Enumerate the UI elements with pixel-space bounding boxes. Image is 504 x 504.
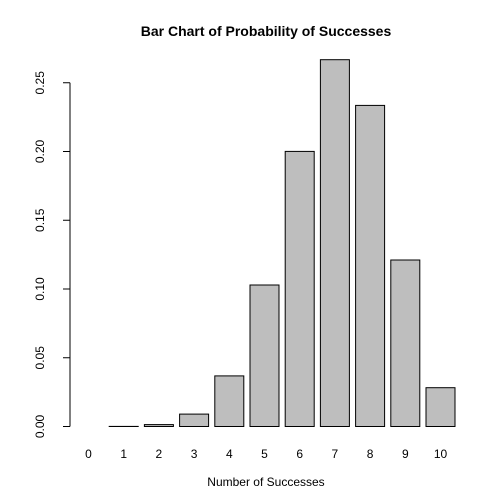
bar-6 — [284, 150, 315, 427]
y-axis: 0.00 0.05 0.10 0.15 0.20 0.25 — [33, 71, 71, 438]
y-tick-label-0.05: 0.05 — [33, 346, 47, 370]
y-tick-label-0.00: 0.00 — [33, 414, 47, 438]
bar-3 — [179, 413, 210, 428]
x-tick-label-3: 3 — [191, 447, 198, 461]
y-tick-label-0.25: 0.25 — [33, 71, 47, 95]
x-axis-label: Number of Successes — [207, 475, 324, 489]
x-tick-label-9: 9 — [402, 447, 409, 461]
x-tick-label-10: 10 — [434, 447, 448, 461]
x-tick-label-8: 8 — [367, 447, 374, 461]
bar-7 — [319, 59, 350, 427]
x-tick-label-4: 4 — [226, 447, 233, 461]
y-tick-label-0.10: 0.10 — [33, 277, 47, 301]
x-tick-label-7: 7 — [332, 447, 339, 461]
x-tick-label-1: 1 — [120, 447, 127, 461]
y-tick-label-0.15: 0.15 — [33, 208, 47, 232]
bars-group — [108, 59, 456, 428]
x-tick-label-0: 0 — [85, 447, 92, 461]
y-tick-label-0.20: 0.20 — [33, 139, 47, 163]
x-tick-label-5: 5 — [261, 447, 268, 461]
bar-2 — [143, 424, 174, 428]
bar-9 — [390, 259, 421, 427]
bar-5 — [249, 284, 280, 427]
bar-10 — [425, 387, 456, 428]
x-tick-label-6: 6 — [296, 447, 303, 461]
chart-title: Bar Chart of Probability of Successes — [141, 23, 392, 39]
bar-8 — [355, 104, 386, 428]
x-tick-labels: 0 1 2 3 4 5 6 7 8 9 10 — [85, 447, 447, 461]
bar-4 — [214, 375, 245, 427]
x-tick-label-2: 2 — [156, 447, 163, 461]
